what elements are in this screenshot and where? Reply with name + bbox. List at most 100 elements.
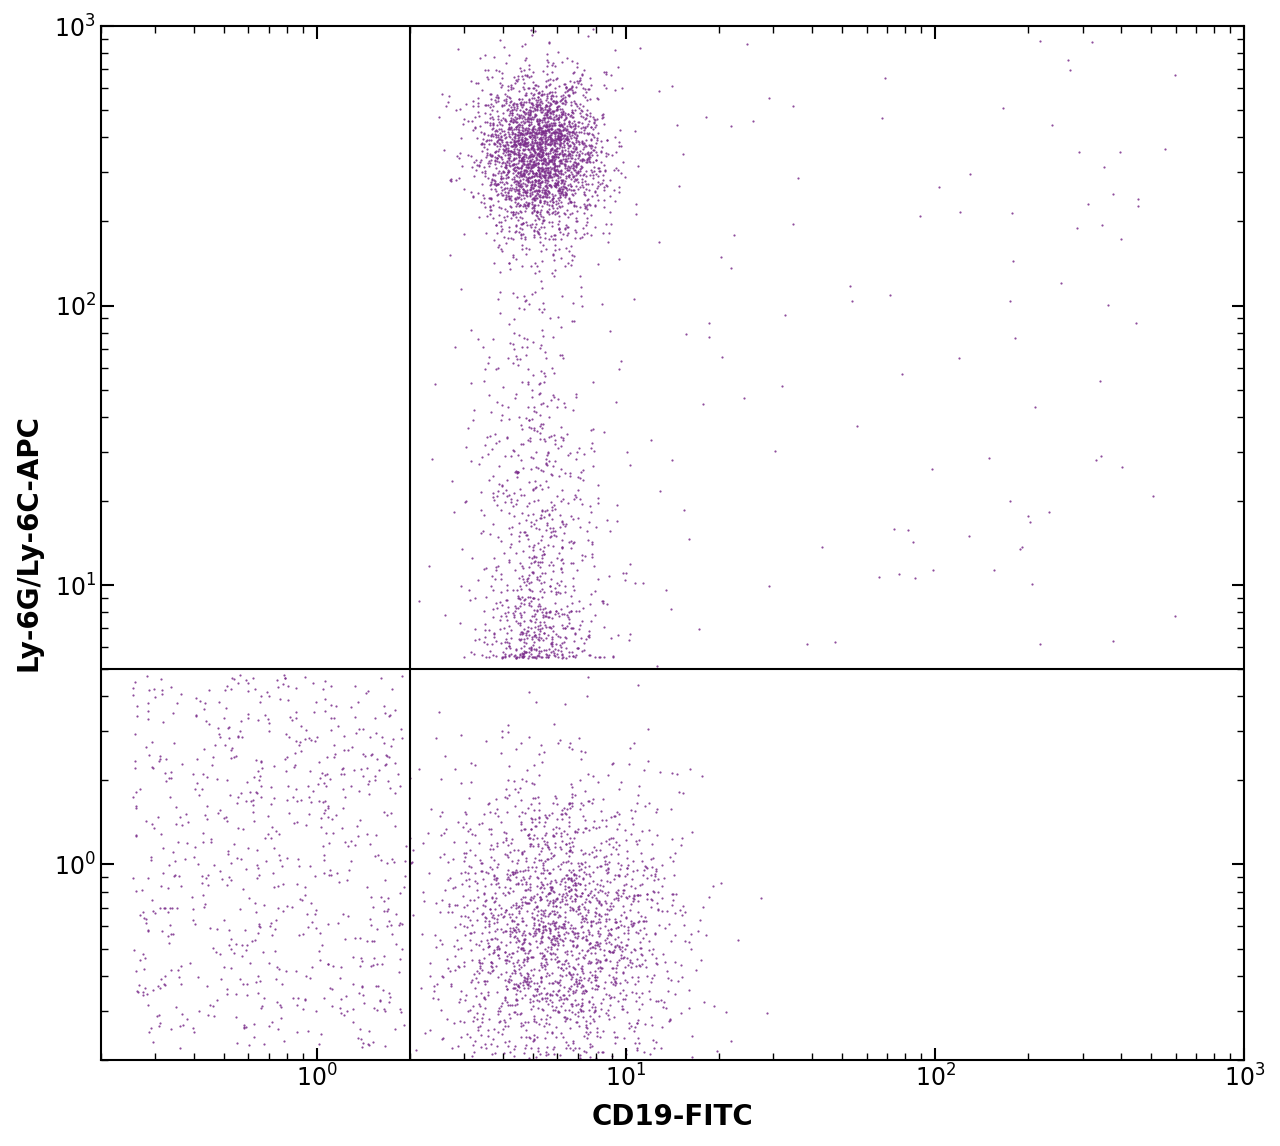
Point [531,140,552,158]
Point [483,209,503,227]
Point [534,133,554,151]
Point [1093,157,1114,175]
Point [540,175,561,194]
Point [513,973,534,991]
Point [529,921,549,940]
Point [539,505,559,524]
Point [659,1010,680,1028]
Point [541,997,562,1015]
Point [544,125,564,143]
Point [608,162,628,180]
Point [467,911,488,929]
Point [513,108,534,126]
Point [207,770,228,788]
Point [590,919,611,937]
Point [812,537,832,556]
Point [544,129,564,148]
Point [544,882,564,901]
Point [465,631,485,650]
Point [547,146,567,164]
Point [545,788,566,807]
Point [511,131,531,149]
Point [567,823,588,841]
Point [518,118,539,136]
Point [568,854,589,872]
Point [531,206,552,225]
Point [512,989,532,1007]
Point [545,431,566,449]
Point [483,115,503,133]
Point [420,953,440,972]
Point [517,111,538,129]
Point [612,896,632,915]
Point [636,889,657,908]
Point [530,96,550,115]
Point [536,604,557,622]
Point [502,97,522,116]
Point [488,290,508,308]
Point [577,901,598,919]
Point [536,984,557,1003]
Point [502,834,522,853]
Point [562,123,582,141]
Point [516,973,536,991]
Point [520,128,540,147]
Point [543,123,563,141]
Point [548,649,568,667]
Point [559,794,580,813]
Point [550,107,571,125]
Point [531,172,552,190]
Point [547,928,567,947]
Point [604,889,625,908]
Point [495,179,516,197]
Point [513,570,534,588]
Point [541,89,562,108]
Point [616,972,636,990]
Point [531,172,552,190]
Point [581,125,602,143]
Point [512,235,532,253]
Point [529,139,549,157]
Point [544,155,564,173]
Point [538,1022,558,1041]
Point [553,88,573,107]
Point [531,415,552,433]
Point [314,804,334,823]
Point [390,884,411,902]
Point [559,533,580,551]
Point [500,645,521,664]
Point [540,603,561,621]
Point [554,887,575,905]
Point [572,1007,593,1026]
Point [477,1027,498,1045]
Point [552,890,572,909]
Point [500,866,521,885]
Point [548,127,568,146]
Point [554,219,575,237]
Point [595,817,616,835]
Point [430,932,451,950]
Point [474,870,494,888]
Point [566,996,586,1014]
Point [494,634,515,652]
Point [618,856,639,874]
Point [543,793,563,811]
Point [534,123,554,141]
Point [658,982,678,1000]
Point [608,992,628,1011]
Point [632,851,653,870]
Point [498,168,518,187]
Point [420,967,440,986]
Point [492,994,512,1012]
Point [675,932,695,950]
Point [495,173,516,191]
Point [536,121,557,140]
Point [652,1018,672,1036]
Point [520,151,540,170]
Point [527,422,548,440]
Point [444,878,465,896]
Point [552,481,572,500]
Point [497,980,517,998]
Point [507,953,527,972]
Point [571,101,591,119]
